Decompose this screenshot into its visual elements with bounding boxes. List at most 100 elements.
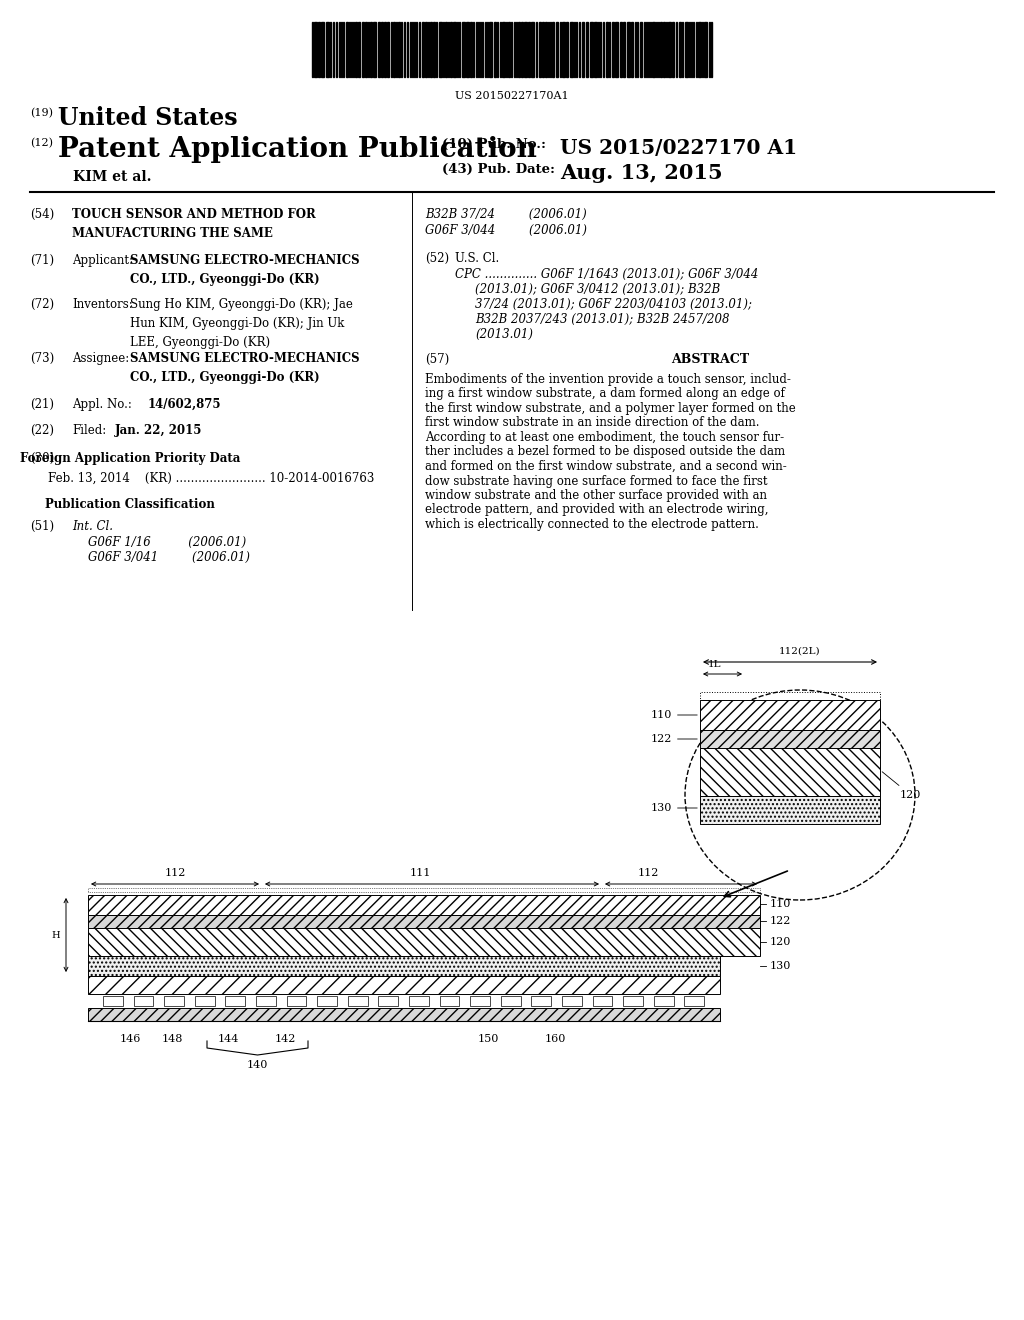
Bar xyxy=(314,22,317,77)
Text: 112(2L): 112(2L) xyxy=(779,647,821,656)
Bar xyxy=(103,997,123,1006)
Bar xyxy=(362,22,364,77)
Text: SAMSUNG ELECTRO-MECHANICS
CO., LTD., Gyeonggi-Do (KR): SAMSUNG ELECTRO-MECHANICS CO., LTD., Gye… xyxy=(130,253,359,286)
Bar xyxy=(462,22,465,77)
Text: 120: 120 xyxy=(770,937,792,946)
Text: (19): (19) xyxy=(30,108,53,119)
Bar xyxy=(256,997,275,1006)
Bar xyxy=(164,997,184,1006)
Bar xyxy=(466,22,469,77)
Bar xyxy=(384,22,386,77)
Text: KIM et al.: KIM et al. xyxy=(73,170,152,183)
Bar xyxy=(88,895,760,915)
Bar xyxy=(660,22,662,77)
Bar xyxy=(668,22,671,77)
Bar xyxy=(685,22,688,77)
Bar xyxy=(373,22,376,77)
Bar xyxy=(358,22,360,77)
Text: 142: 142 xyxy=(274,1034,296,1044)
Bar xyxy=(566,22,568,77)
Text: (52): (52) xyxy=(425,252,450,265)
Bar xyxy=(398,22,400,77)
Bar xyxy=(570,22,573,77)
Text: window substrate and the other surface provided with an: window substrate and the other surface p… xyxy=(425,488,767,502)
Bar xyxy=(88,915,760,928)
Text: and formed on the first window substrate, and a second win-: and formed on the first window substrate… xyxy=(425,459,786,473)
Text: G06F 3/044         (2006.01): G06F 3/044 (2006.01) xyxy=(425,224,587,238)
Text: 110: 110 xyxy=(770,899,792,909)
Bar xyxy=(439,997,460,1006)
Bar xyxy=(88,928,760,956)
Bar xyxy=(582,22,584,77)
Bar xyxy=(524,22,527,77)
Text: B32B 2037/243 (2013.01); B32B 2457/208: B32B 2037/243 (2013.01); B32B 2457/208 xyxy=(475,313,729,326)
Text: (2013.01): (2013.01) xyxy=(475,327,534,341)
Bar xyxy=(562,22,565,77)
Bar xyxy=(387,22,389,77)
Text: Publication Classification: Publication Classification xyxy=(45,498,215,511)
Bar xyxy=(133,997,154,1006)
Bar xyxy=(552,22,554,77)
Bar xyxy=(433,22,435,77)
Text: Int. Cl.: Int. Cl. xyxy=(72,520,113,533)
Bar xyxy=(439,22,442,77)
Text: (10) Pub. No.:: (10) Pub. No.: xyxy=(442,139,546,150)
Text: 160: 160 xyxy=(545,1034,565,1044)
Text: the first window substrate, and a polymer layer formed on the: the first window substrate, and a polyme… xyxy=(425,403,796,414)
Bar xyxy=(501,997,520,1006)
Text: electrode pattern, and provided with an electrode wiring,: electrode pattern, and provided with an … xyxy=(425,503,768,516)
Text: (2013.01); G06F 3/0412 (2013.01); B32B: (2013.01); G06F 3/0412 (2013.01); B32B xyxy=(475,282,720,296)
Bar xyxy=(705,22,707,77)
Text: 146: 146 xyxy=(120,1034,140,1044)
Bar xyxy=(88,975,720,994)
Text: Foreign Application Priority Data: Foreign Application Priority Data xyxy=(19,451,241,465)
Bar xyxy=(287,997,306,1006)
Bar xyxy=(422,22,424,77)
Text: H: H xyxy=(51,931,60,940)
Bar xyxy=(652,22,655,77)
Text: (57): (57) xyxy=(425,352,450,366)
Bar xyxy=(88,888,760,892)
Bar xyxy=(453,22,456,77)
Bar xyxy=(409,997,429,1006)
Bar xyxy=(518,22,520,77)
Text: United States: United States xyxy=(58,106,238,129)
Bar xyxy=(88,956,720,975)
Text: (43) Pub. Date:: (43) Pub. Date: xyxy=(442,162,555,176)
Text: Inventors:: Inventors: xyxy=(72,298,133,312)
Text: (21): (21) xyxy=(30,399,54,411)
Text: Jan. 22, 2015: Jan. 22, 2015 xyxy=(115,424,203,437)
Text: which is electrically connected to the electrode pattern.: which is electrically connected to the e… xyxy=(425,517,759,531)
Text: 37/24 (2013.01); G06F 2203/04103 (2013.01);: 37/24 (2013.01); G06F 2203/04103 (2013.0… xyxy=(475,298,752,312)
Text: 112: 112 xyxy=(637,869,658,878)
Bar xyxy=(700,692,880,700)
Bar xyxy=(700,700,880,730)
Bar xyxy=(562,997,582,1006)
Bar xyxy=(450,22,452,77)
Text: (71): (71) xyxy=(30,253,54,267)
Bar xyxy=(556,22,558,77)
Text: (73): (73) xyxy=(30,352,54,366)
Bar xyxy=(494,22,496,77)
Text: CPC .............. G06F 1/1643 (2013.01); G06F 3/044: CPC .............. G06F 1/1643 (2013.01)… xyxy=(455,268,759,281)
Bar xyxy=(606,22,608,77)
Bar xyxy=(531,22,534,77)
Text: Embodiments of the invention provide a touch sensor, includ-: Embodiments of the invention provide a t… xyxy=(425,374,791,385)
Bar xyxy=(225,997,246,1006)
Bar xyxy=(470,997,490,1006)
Bar xyxy=(355,22,357,77)
Bar xyxy=(539,22,541,77)
Bar xyxy=(612,22,614,77)
Text: (72): (72) xyxy=(30,298,54,312)
Text: 130: 130 xyxy=(770,961,792,972)
Bar xyxy=(531,997,551,1006)
Bar xyxy=(528,22,530,77)
Bar xyxy=(370,22,372,77)
Bar xyxy=(88,1008,720,1020)
Text: US 2015/0227170 A1: US 2015/0227170 A1 xyxy=(560,139,797,158)
Bar xyxy=(698,22,701,77)
Text: first window substrate in an inside direction of the dam.: first window substrate in an inside dire… xyxy=(425,417,760,429)
Bar xyxy=(627,22,630,77)
Text: ing a first window substrate, a dam formed along an edge of: ing a first window substrate, a dam form… xyxy=(425,388,784,400)
Bar xyxy=(653,997,674,1006)
